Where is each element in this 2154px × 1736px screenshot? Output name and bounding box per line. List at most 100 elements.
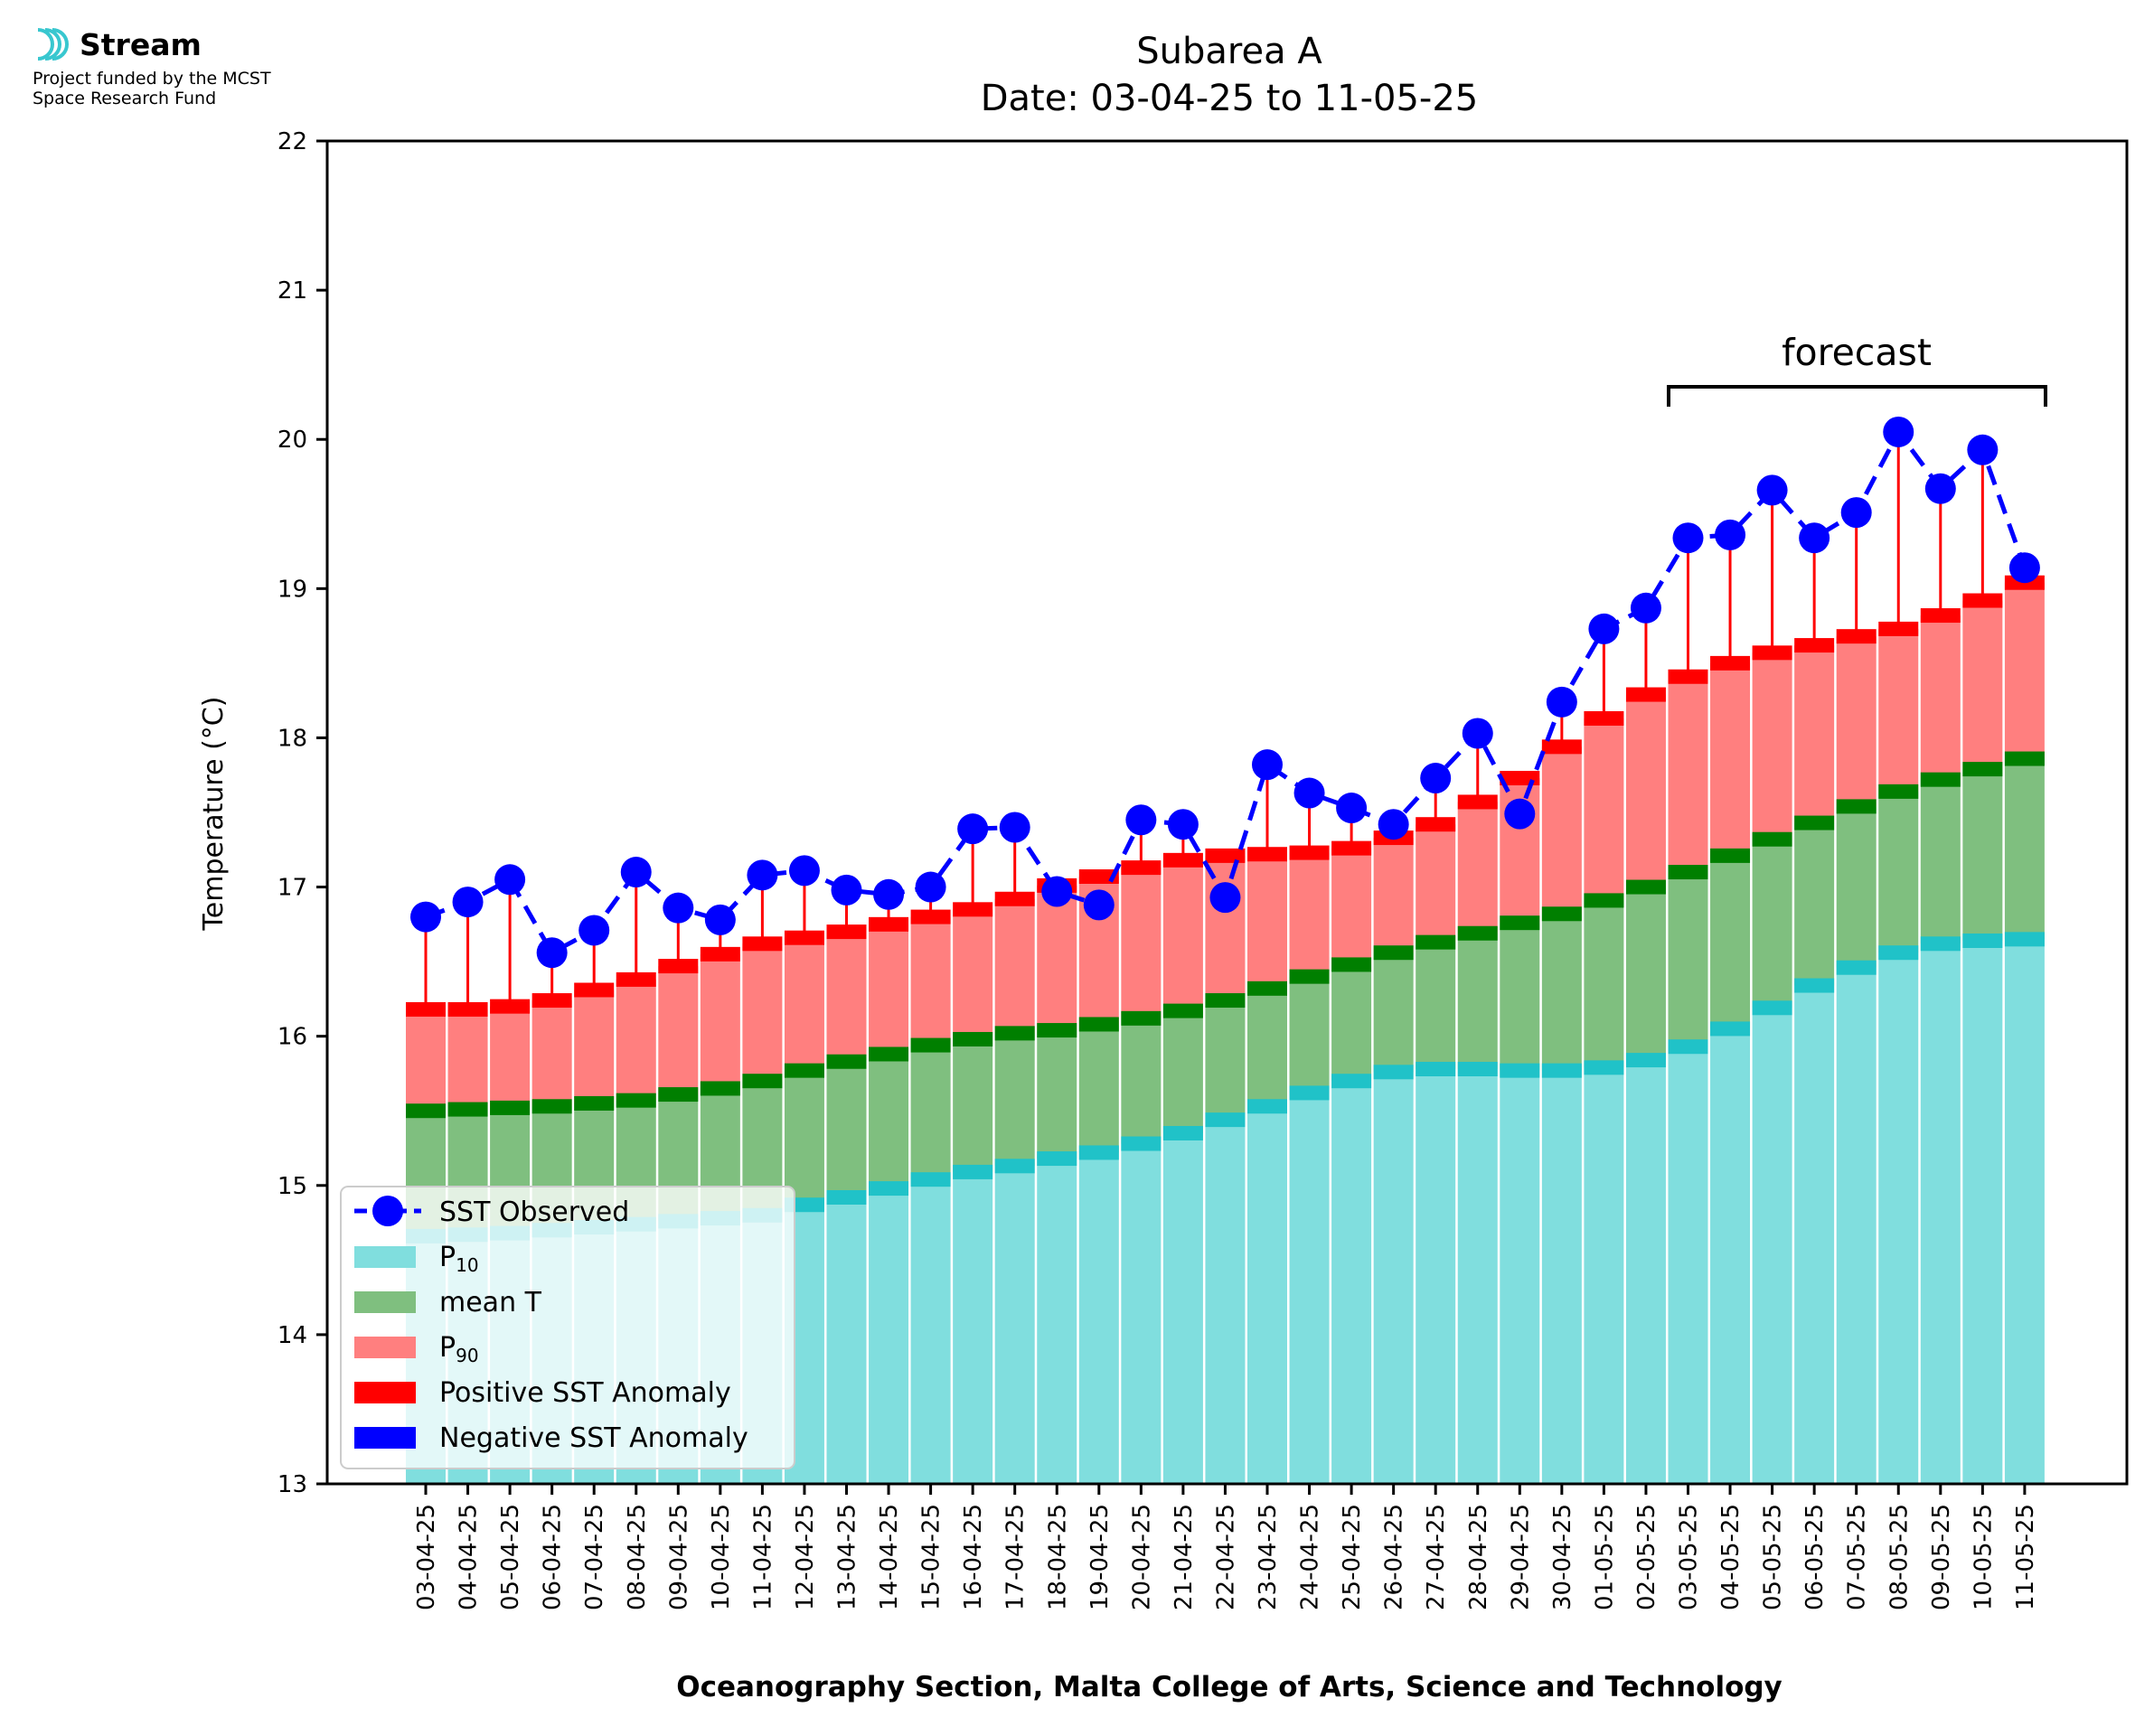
p10-bar	[1962, 940, 2003, 1484]
mean-bar	[1247, 988, 1287, 1107]
sst-observed-point	[1883, 416, 1914, 447]
p10-bar	[1247, 1106, 1287, 1484]
legend-item-p10: P10	[354, 1242, 479, 1276]
x-tick-label: 10-04-25	[708, 1504, 735, 1610]
legend-item-positive-anomaly: Positive SST Anomaly	[354, 1377, 731, 1409]
legend-swatch-marker	[372, 1196, 403, 1226]
mean-bar	[1078, 1024, 1119, 1153]
p10-cap	[953, 1164, 993, 1179]
x-tick-label: 08-05-25	[1886, 1504, 1913, 1610]
mean-cap	[1710, 848, 1751, 863]
p10-bar	[953, 1171, 993, 1484]
mean-cap	[1373, 945, 1414, 961]
mean-cap	[1247, 981, 1287, 996]
p90-bar	[1710, 662, 1751, 856]
p10-bar	[1457, 1068, 1498, 1484]
sst-observed-point	[788, 855, 820, 887]
p10-bar	[1794, 985, 1835, 1484]
x-tick-label: 06-05-25	[1801, 1504, 1829, 1610]
x-tick-label: 06-04-25	[540, 1504, 567, 1610]
p10-cap	[1710, 1021, 1751, 1037]
p10-bar	[1162, 1132, 1203, 1484]
x-tick-label: 17-04-25	[1002, 1504, 1030, 1610]
mean-bar	[994, 1033, 1035, 1167]
x-tick-label: 25-04-25	[1339, 1504, 1366, 1610]
mean-bar	[1794, 822, 1835, 986]
mean-bar	[1162, 1010, 1203, 1133]
p10-cap	[1373, 1065, 1414, 1080]
bars-layer	[406, 575, 2045, 1484]
y-tick-label: 16	[277, 1024, 307, 1051]
mean-cap	[1500, 915, 1540, 931]
legend-swatch	[354, 1427, 416, 1449]
y-tick-label: 14	[277, 1322, 307, 1349]
p10-cap	[1416, 1061, 1456, 1076]
mean-bar	[1500, 923, 1540, 1071]
p10-bar	[1289, 1093, 1330, 1484]
y-tick-label: 20	[277, 427, 307, 454]
x-tick-label: 04-04-25	[456, 1504, 483, 1610]
brand-funding-note-line1: Project funded by the MCST	[33, 69, 271, 89]
x-tick-label: 16-04-25	[960, 1504, 987, 1610]
x-tick-label: 10-05-25	[1970, 1504, 1997, 1610]
p10-cap	[1625, 1053, 1666, 1068]
p10-cap	[1162, 1125, 1203, 1140]
p90-bar	[1541, 746, 1582, 915]
sst-observed-point	[1967, 434, 1999, 465]
sst-observed-point	[1588, 613, 1620, 644]
p10-cap	[869, 1181, 909, 1196]
brand-block: Stream Project funded by the MCST Space …	[33, 20, 340, 109]
legend-item-sst-observed: SST Observed	[354, 1196, 629, 1228]
legend-box	[340, 1186, 795, 1469]
p10-cap	[1584, 1060, 1624, 1075]
brand-name: Stream	[80, 26, 202, 62]
p90-bar	[2004, 582, 2045, 759]
x-axis-label: Oceanography Section, Malta College of A…	[676, 1671, 1782, 1703]
mean-bar	[869, 1054, 909, 1189]
mean-bar	[1289, 976, 1330, 1093]
p10-bar	[910, 1179, 951, 1484]
p10-bar	[826, 1196, 867, 1484]
p10-bar	[1625, 1060, 1666, 1484]
sst-observed-point	[1546, 686, 1577, 718]
p10-cap	[1121, 1136, 1162, 1151]
p90-bar	[1289, 852, 1330, 977]
mean-cap	[531, 1099, 572, 1114]
mean-cap	[1541, 906, 1582, 922]
p90-bar	[784, 937, 824, 1071]
sst-observed-point	[1125, 804, 1157, 836]
legend: SST Observed P10 mean T P90 Positive SST…	[340, 1186, 795, 1469]
forecast-bracket-line	[1667, 385, 2047, 407]
mean-cap	[1794, 815, 1835, 830]
x-tick-label: 09-05-25	[1928, 1504, 1955, 1610]
sst-observed-point	[1799, 522, 1830, 554]
mean-bar	[1541, 914, 1582, 1071]
p90-bar	[1121, 868, 1162, 1018]
legend-label: SST Observed	[439, 1196, 629, 1228]
mean-bar	[1962, 769, 2003, 941]
sst-observed-point	[1041, 876, 1073, 907]
p10-cap	[994, 1159, 1035, 1174]
x-tick-label: 23-04-25	[1255, 1504, 1282, 1610]
x-tick-label: 05-04-25	[497, 1504, 524, 1610]
x-tick-label: 27-04-25	[1423, 1504, 1450, 1610]
p90-bar	[1752, 652, 1792, 840]
x-tick-label: 20-04-25	[1128, 1504, 1155, 1610]
y-axis: 13 14 15 16 17 18 19 20 21 22	[277, 128, 327, 1498]
p90-bar	[1162, 859, 1203, 1011]
sst-observed-point	[663, 892, 694, 924]
p90-bar	[574, 990, 615, 1103]
p90-bar	[1037, 885, 1077, 1031]
x-tick-label: 15-04-25	[918, 1504, 945, 1610]
sst-observed-point	[1378, 809, 1409, 840]
sst-observed-point	[1630, 592, 1661, 624]
mean-bar	[1668, 872, 1708, 1047]
p90-bar	[869, 924, 909, 1055]
p10-cap	[1037, 1151, 1077, 1167]
x-tick-label: 24-04-25	[1297, 1504, 1324, 1610]
p90-bar	[953, 909, 993, 1039]
y-tick-label: 21	[277, 277, 307, 305]
mean-cap	[700, 1081, 740, 1096]
p10-cap	[1289, 1085, 1330, 1101]
sst-observed-point	[1756, 474, 1788, 506]
